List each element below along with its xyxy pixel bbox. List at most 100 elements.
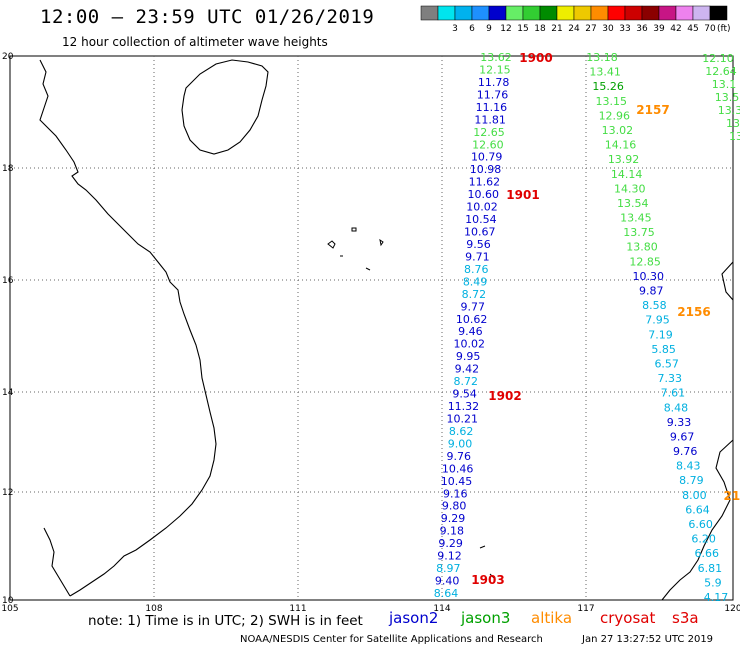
swh-value-jason3: 5.85 bbox=[651, 343, 676, 356]
swh-value-right: 12.10 bbox=[702, 52, 734, 65]
swh-value-jason3: 8.48 bbox=[664, 401, 689, 414]
swh-value-jason2: 10.67 bbox=[464, 226, 496, 239]
island-hainan bbox=[181, 59, 269, 155]
swh-value-jason3: 7.19 bbox=[648, 328, 673, 341]
legend-swatch bbox=[505, 5, 524, 21]
track-values: 13.6212.1511.7811.7611.1611.8112.6512.60… bbox=[434, 51, 740, 604]
swh-value-jason2: 8.62 bbox=[449, 425, 474, 438]
legend-swatch bbox=[607, 5, 626, 21]
map-frame bbox=[9, 55, 734, 601]
legend-swatch bbox=[488, 5, 507, 21]
swh-value-jason3: 10.30 bbox=[632, 270, 664, 283]
swh-value-jason3: 13.45 bbox=[620, 212, 652, 225]
legend-swatch bbox=[658, 5, 677, 21]
pass-time-label: 2156 bbox=[677, 305, 710, 319]
swh-value-right: 13 bbox=[729, 130, 740, 143]
swh-value-jason2: 9.95 bbox=[456, 350, 481, 363]
x-tick-label: 117 bbox=[577, 604, 594, 614]
legend-swatch-label: 18 bbox=[534, 24, 546, 34]
legend-swatch bbox=[624, 5, 643, 21]
islands-paracel bbox=[327, 227, 384, 271]
legend-swatch bbox=[420, 5, 439, 21]
legend-swatch-label: 15 bbox=[517, 24, 528, 34]
x-tick-label: 105 bbox=[1, 604, 18, 614]
coastline-vietnam bbox=[39, 59, 217, 597]
swh-value-jason2: 9.40 bbox=[435, 575, 460, 588]
swh-value-jason3: 7.95 bbox=[645, 314, 670, 327]
swh-value-jason2: 9.29 bbox=[438, 537, 463, 550]
swh-value-right: 13 bbox=[726, 117, 740, 130]
legend-bar: 3 6 9 12 15 18 21 24 27 30 33 36 39 42 45 70 bbox=[420, 5, 728, 34]
swh-value-jason2: 8.76 bbox=[464, 263, 489, 276]
swh-value-jason3: 8.43 bbox=[676, 460, 701, 473]
swh-value-jason2: 12.60 bbox=[472, 138, 504, 151]
swh-value-jason2: 10.02 bbox=[466, 201, 498, 214]
legend-swatch-label: 45 bbox=[687, 24, 698, 34]
swh-value-jason3: 14.16 bbox=[605, 139, 637, 152]
map-subtitle: 12 hour collection of altimeter wave hei… bbox=[62, 35, 328, 49]
island-palawan bbox=[479, 545, 495, 579]
legend-swatch-label: 33 bbox=[619, 24, 630, 34]
swh-value-jason3: 9.87 bbox=[639, 285, 664, 298]
satellite-label-s3a: s3a bbox=[672, 609, 699, 627]
legend-swatch-label: 12 bbox=[500, 24, 511, 34]
swh-value-jason2: 8.72 bbox=[462, 288, 487, 301]
swh-value-jason2: 9.42 bbox=[455, 363, 480, 376]
swh-value-jason2: 12.15 bbox=[479, 63, 511, 76]
swh-value-right: 13.1 bbox=[712, 78, 737, 91]
legend-swatch-label: 3 bbox=[452, 24, 458, 34]
y-tick-label: 18 bbox=[2, 164, 14, 174]
timestamp-text: Jan 27 13:27:52 UTC 2019 bbox=[582, 634, 714, 645]
swh-value-jason2: 8.72 bbox=[454, 375, 479, 388]
coastline-philippines bbox=[661, 261, 734, 601]
swh-value-jason3: 6.20 bbox=[691, 533, 716, 546]
legend-swatch bbox=[437, 5, 456, 21]
swh-value-jason2: 11.16 bbox=[476, 101, 508, 114]
swh-value-jason2: 9.56 bbox=[466, 238, 491, 251]
satellite-label-altika: altika bbox=[531, 609, 573, 627]
legend-swatch-label: 21 bbox=[551, 24, 562, 34]
axis-ticks: 105 108 111 114 117 120 20 18 16 14 12 10 bbox=[1, 52, 740, 614]
legend-swatch-label: 36 bbox=[636, 24, 648, 34]
satellite-label-jason3: jason3 bbox=[461, 609, 511, 627]
pass-time-label: 1901 bbox=[506, 188, 539, 202]
swh-value-jason3: 6.81 bbox=[698, 562, 723, 575]
legend-swatch-label: 24 bbox=[568, 24, 580, 34]
pass-time-label: 215 bbox=[723, 489, 740, 503]
x-tick-label: 120 bbox=[724, 604, 740, 614]
legend-unit: (ft) bbox=[717, 24, 731, 34]
pass-time-label: 1903 bbox=[471, 573, 504, 587]
swh-value-jason3: 13.02 bbox=[602, 124, 634, 137]
satellite-label-jason2: jason2 bbox=[389, 609, 439, 627]
grid-lines bbox=[10, 56, 733, 600]
swh-value-jason2: 9.00 bbox=[448, 437, 473, 450]
x-tick-label: 114 bbox=[433, 604, 450, 614]
coastline-mekong bbox=[43, 527, 71, 597]
swh-value-jason2: 8.97 bbox=[436, 562, 461, 575]
credit-text: NOAA/NESDIS Center for Satellite Applica… bbox=[240, 634, 543, 645]
swh-value-jason2: 11.81 bbox=[474, 113, 506, 126]
legend-swatch bbox=[471, 5, 490, 21]
swh-value-right: 12.64 bbox=[705, 65, 737, 78]
swh-value-jason3: 13.15 bbox=[595, 95, 627, 108]
swh-value-jason2: 11.76 bbox=[477, 88, 509, 101]
legend-swatch bbox=[590, 5, 609, 21]
legend-swatch bbox=[539, 5, 558, 21]
swh-value-jason2: 9.76 bbox=[447, 450, 472, 463]
swh-value-jason3: 9.76 bbox=[673, 445, 698, 458]
swh-value-jason3: 6.57 bbox=[654, 357, 679, 370]
swh-value-jason3: 5.9 bbox=[704, 576, 722, 589]
legend-swatch-label: 9 bbox=[486, 24, 492, 34]
swh-value-jason2: 9.71 bbox=[465, 250, 490, 263]
swh-value-jason3: 6.64 bbox=[685, 503, 710, 516]
legend-swatch bbox=[454, 5, 473, 21]
y-tick-label: 12 bbox=[2, 488, 13, 498]
swh-value-jason2: 10.45 bbox=[441, 475, 473, 488]
swh-value-jason2: 10.46 bbox=[442, 462, 474, 475]
swh-value-jason3: 14.14 bbox=[611, 168, 643, 181]
footer-note: note: 1) Time is in UTC; 2) SWH is in fe… bbox=[88, 613, 363, 629]
swh-value-jason2: 8.64 bbox=[434, 587, 459, 600]
legend-swatch bbox=[709, 5, 728, 21]
legend-swatch bbox=[573, 5, 592, 21]
